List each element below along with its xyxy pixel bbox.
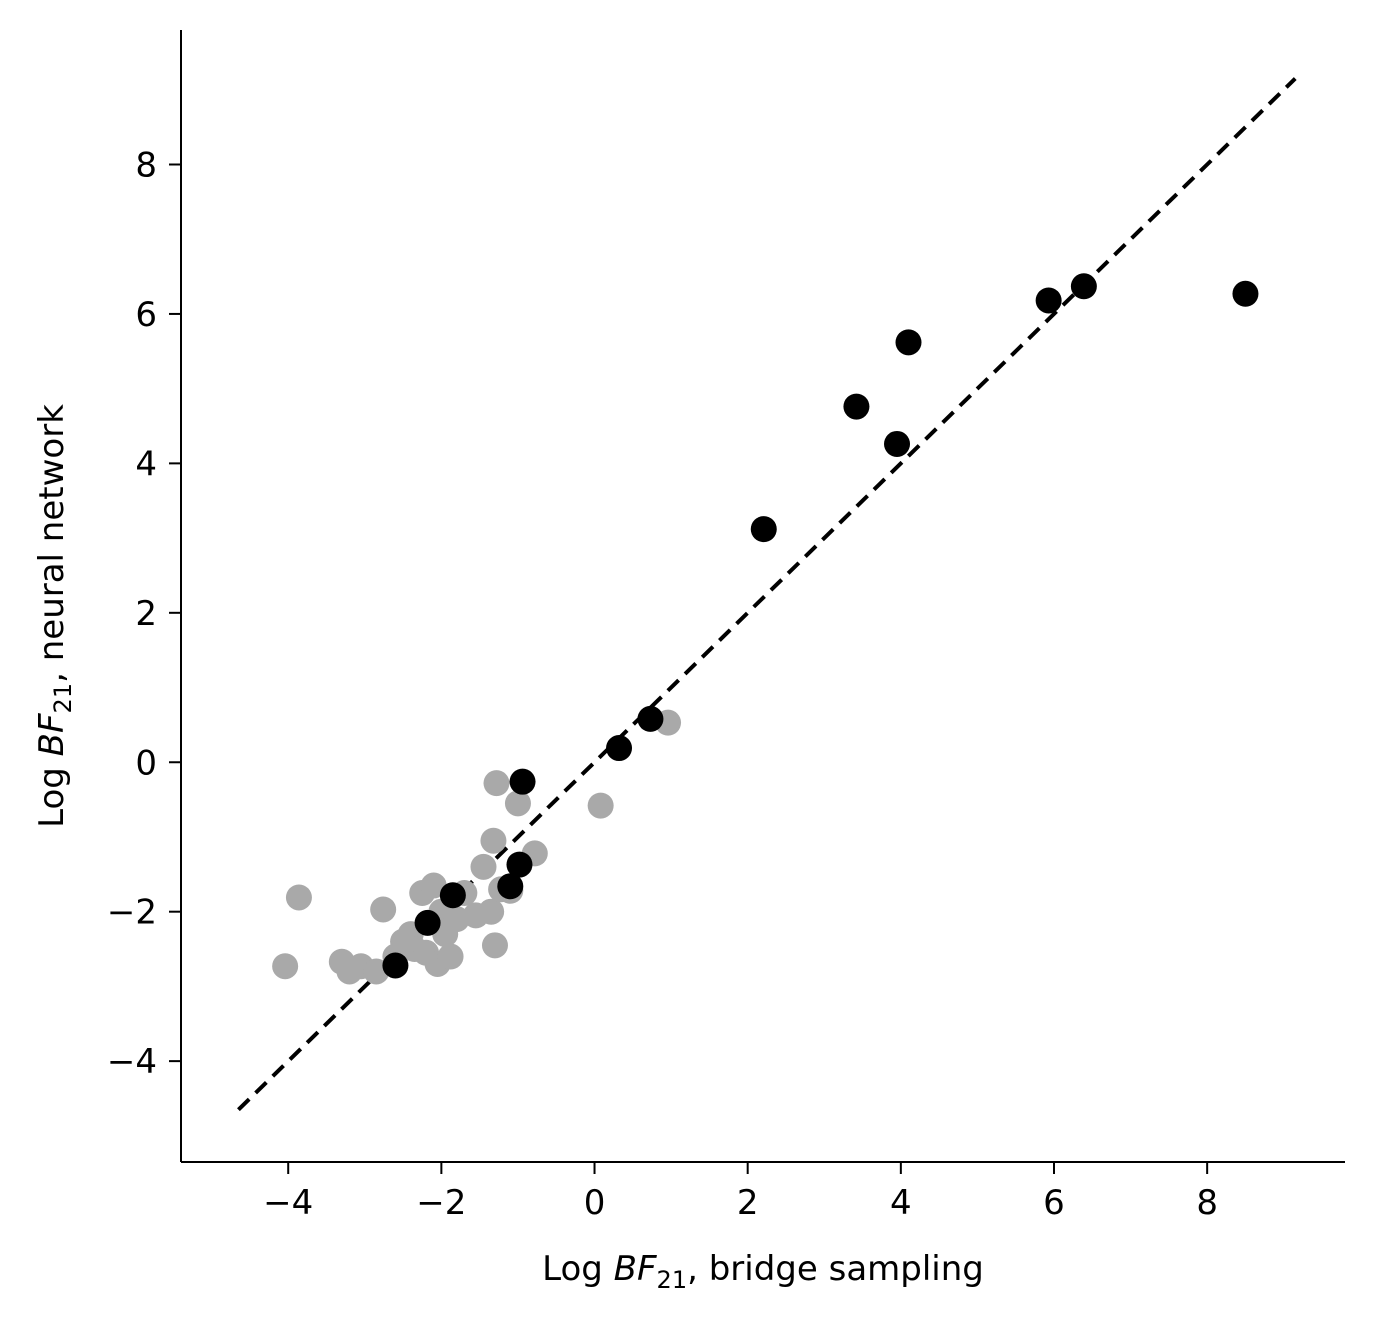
y-tick-label: 4: [135, 444, 157, 484]
data-point-gray: [483, 770, 510, 797]
data-point-black: [439, 882, 466, 909]
data-point-gray: [478, 898, 505, 925]
data-point-black: [637, 705, 664, 732]
y-tick-label: 8: [135, 145, 157, 185]
data-point-gray: [272, 953, 299, 980]
x-tick-label: 6: [1043, 1183, 1065, 1223]
x-axis-label: Log BF21, bridge sampling: [542, 1249, 984, 1294]
x-tick-label: 0: [584, 1183, 606, 1223]
data-point-black: [895, 329, 922, 356]
x-tick-label: −2: [416, 1183, 466, 1223]
data-point-black: [606, 735, 633, 762]
data-point-black: [884, 430, 911, 457]
y-tick-label: 0: [135, 743, 157, 783]
points-layer: [272, 273, 1259, 985]
data-point-gray: [504, 790, 531, 817]
data-point-black: [382, 952, 409, 979]
data-point-black: [497, 873, 524, 900]
data-point-black: [506, 851, 533, 878]
data-point-black: [750, 516, 777, 543]
data-point-gray: [437, 943, 464, 970]
data-point-gray: [420, 872, 447, 899]
data-point-black: [1070, 273, 1097, 300]
y-axis-label: Log BF21, neural network: [32, 404, 77, 828]
y-ticks: −4 −2 0 2 4 6 8: [107, 145, 181, 1082]
data-point-black: [414, 909, 441, 936]
data-point-gray: [370, 896, 397, 923]
x-ticks: −4 −2 0 2 4 6 8: [263, 1162, 1218, 1223]
y-tick-label: −2: [107, 893, 157, 933]
x-tick-label: 8: [1196, 1183, 1218, 1223]
y-tick-label: 6: [135, 295, 157, 335]
x-tick-label: −4: [263, 1183, 313, 1223]
data-point-black: [1232, 280, 1259, 307]
axes: [180, 30, 1345, 1163]
y-tick-label: 2: [135, 594, 157, 634]
data-point-gray: [587, 792, 614, 819]
data-point-black: [509, 768, 536, 795]
data-point-gray: [470, 853, 497, 880]
data-point-black: [1035, 287, 1062, 314]
y-tick-label: −4: [107, 1042, 157, 1082]
data-point-gray: [481, 932, 508, 959]
data-point-black: [843, 393, 870, 420]
x-tick-label: 4: [890, 1183, 912, 1223]
data-point-gray: [480, 827, 507, 854]
data-point-gray: [285, 884, 312, 911]
x-tick-label: 2: [737, 1183, 759, 1223]
